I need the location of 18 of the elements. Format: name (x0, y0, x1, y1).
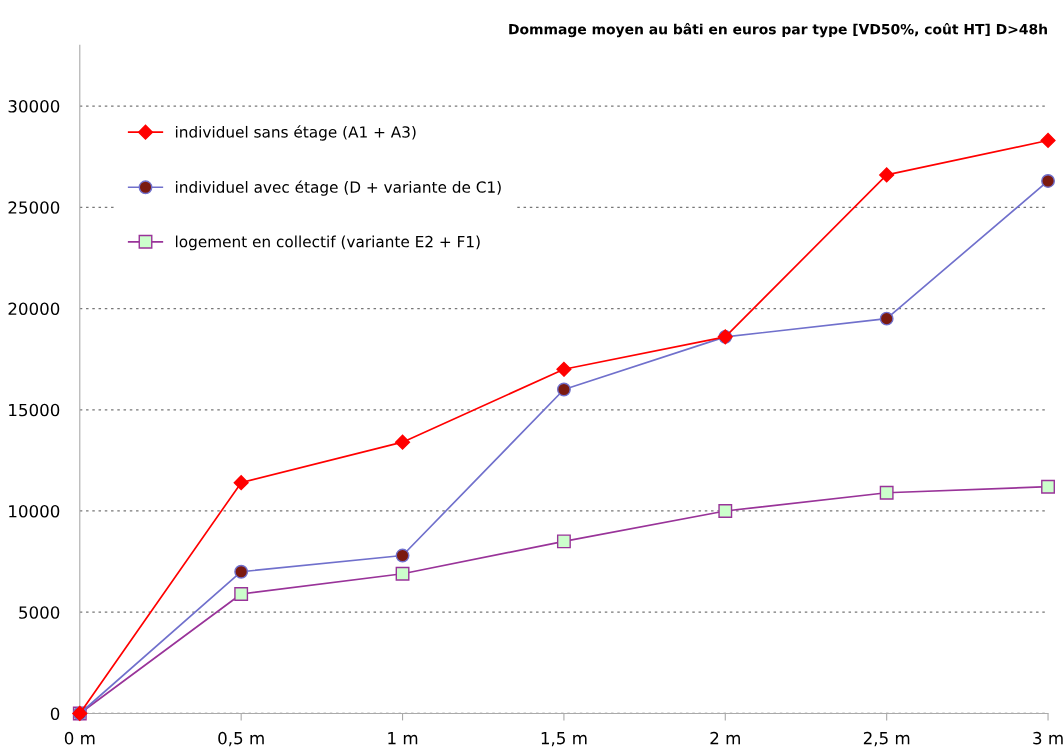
x-tick-label: 3 m (1033, 731, 1063, 745)
x-tick-label: 1,5 m (541, 732, 587, 747)
x-tick-label: 0 m (64, 731, 95, 745)
x-tick-label: 0,5 m (218, 731, 264, 747)
y-tick-label: 5000 (19, 606, 60, 619)
x-tick-label: 2 m (710, 731, 740, 745)
legend-label: individuel avec étage (D + variante de C1) (175, 180, 501, 196)
y-tick-label: 10000 (9, 504, 60, 518)
legend-label: individuel sans étage (A1 + A3) (175, 125, 416, 141)
y-tick-label: 30000 (8, 100, 60, 113)
y-tick-label: 25000 (8, 201, 60, 214)
legend-label: logement en collectif (variante E2 + F1) (175, 235, 480, 251)
y-tick-label: 0 (50, 707, 60, 721)
y-tick-label: 15000 (9, 403, 60, 417)
x-tick-label: 2,5 m (863, 731, 910, 747)
y-tick-label: 20000 (8, 302, 60, 316)
chart-title: Dommage moyen au bâti en euros par type [VD50%, coût HT] D>48h (509, 23, 1047, 38)
x-tick-label: 1 m (388, 732, 418, 745)
